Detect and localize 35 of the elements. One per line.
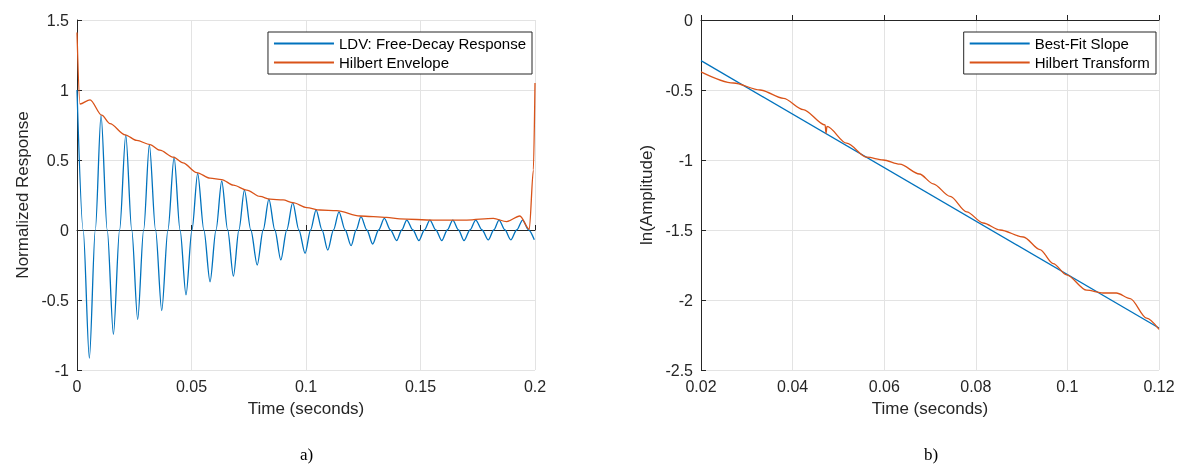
y-axis-title: ln(Amplitude)	[636, 144, 656, 246]
y-tick-label: -1	[678, 151, 694, 169]
y-tick-label: 1	[60, 81, 70, 99]
x-tick-label: 0.05	[175, 377, 208, 395]
x-tick-label: 0.12	[1143, 377, 1175, 395]
x-tick-label: 0.02	[685, 377, 717, 395]
y-tick-label: -2	[678, 291, 694, 309]
x-tick-label: 0.04	[777, 377, 809, 395]
y-axis-title: Normalized Response	[12, 111, 32, 279]
legend-label: Best-Fit Slope	[1034, 35, 1129, 52]
y-tick-label: -2.5	[665, 361, 694, 379]
x-axis-title: Time (seconds)	[247, 399, 365, 418]
y-tick-label: -1	[54, 361, 70, 379]
x-axis-title: Time (seconds)	[871, 399, 989, 418]
y-tick-label: -0.5	[665, 81, 694, 99]
x-tick-label: 0.06	[868, 377, 900, 395]
legend-label: Hilbert Envelope	[338, 54, 450, 71]
text: b)	[924, 445, 939, 464]
y-tick-label: 0	[684, 11, 694, 29]
y-tick-label: 1.5	[46, 11, 70, 29]
text: a)	[300, 445, 314, 464]
legend-label: Hilbert Transform	[1034, 54, 1150, 71]
y-tick-label: 0.5	[46, 151, 70, 169]
x-tick-label: 0.1	[294, 377, 318, 395]
x-tick-label: 0.1	[1056, 377, 1079, 395]
x-tick-label: 0.15	[404, 377, 437, 395]
y-tick-label: -0.5	[41, 291, 70, 309]
legend-label: LDV: Free-Decay Response	[338, 35, 527, 52]
x-tick-label: 0	[72, 377, 82, 395]
y-tick-label: 0	[60, 221, 70, 239]
line-series	[76, 31, 536, 230]
y-tick-label: -1.5	[665, 221, 694, 239]
line-series	[76, 89, 535, 359]
x-tick-label: 0.2	[523, 377, 547, 395]
x-tick-label: 0.08	[960, 377, 992, 395]
